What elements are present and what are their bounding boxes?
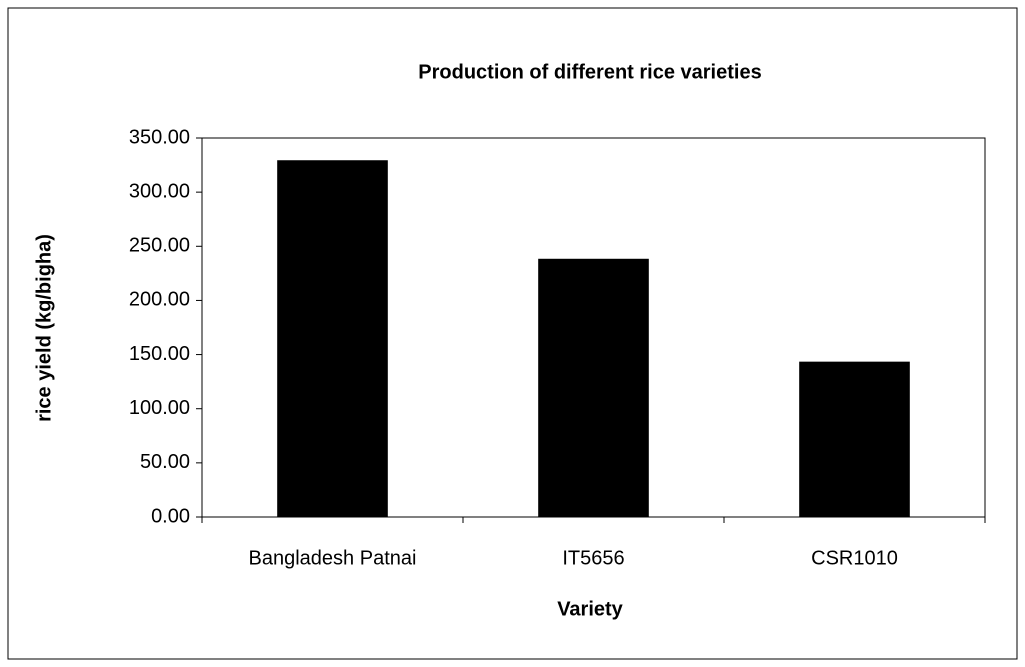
y-tick-label: 300.00 [129, 180, 190, 202]
chart-frame [7, 7, 1018, 660]
x-tick-label: IT5656 [562, 547, 624, 569]
bar [277, 160, 388, 518]
x-tick-label: CSR1010 [811, 547, 898, 569]
y-tick-label: 250.00 [129, 235, 190, 257]
y-tick-label: 350.00 [129, 126, 190, 148]
bar [799, 361, 910, 518]
y-tick-label: 50.00 [140, 451, 190, 473]
y-tick-label: 0.00 [151, 505, 190, 527]
chart-title: Production of different rice varieties [418, 61, 761, 83]
y-axis-label: rice yield (kg/bigha) [33, 234, 55, 422]
x-tick-label: Bangladesh Patnai [249, 547, 417, 569]
bar [538, 258, 649, 518]
y-tick-label: 100.00 [129, 397, 190, 419]
x-axis-label: Variety [557, 598, 623, 620]
y-tick-label: 200.00 [129, 289, 190, 311]
y-tick-label: 150.00 [129, 343, 190, 365]
